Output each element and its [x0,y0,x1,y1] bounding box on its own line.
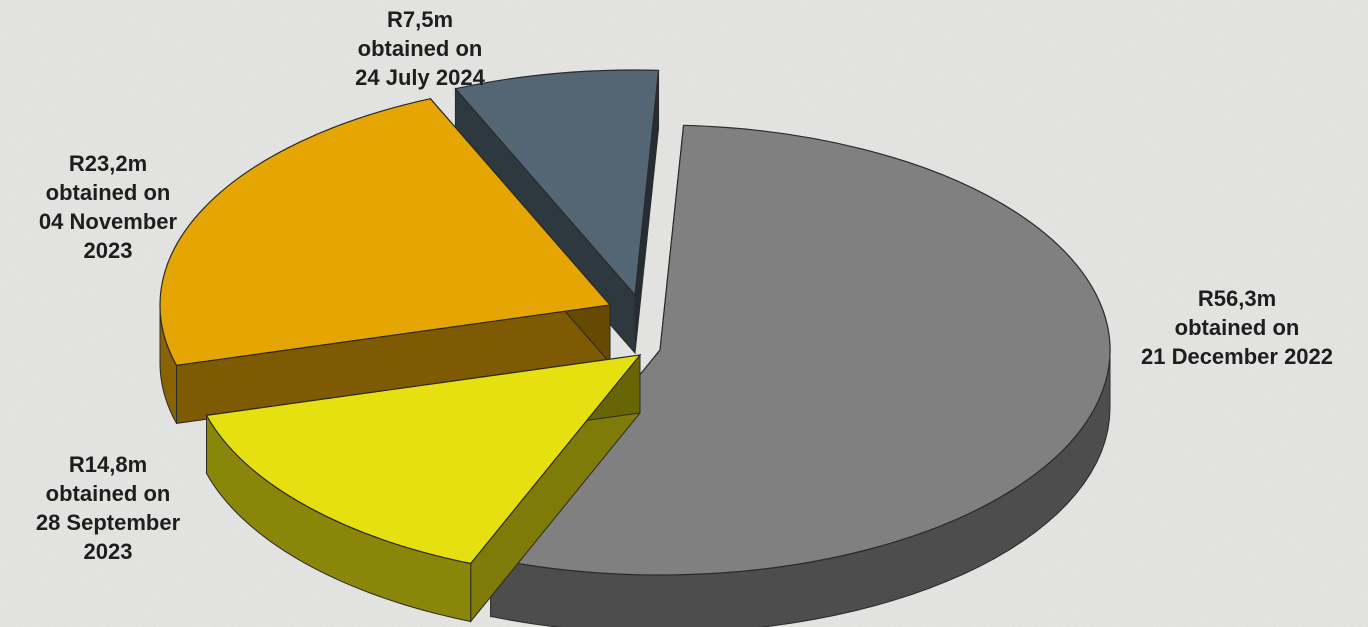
label-r7-5m: R7,5m obtained on 24 July 2024 [355,7,485,90]
label-r14-8m: R14,8m obtained on 28 September 2023 [35,452,181,564]
label-r56-3m: R56,3m obtained on 21 December 2022 [1140,286,1334,369]
slice-1 [205,353,642,623]
label-r23-2m: R23,2m obtained on 04 November 2023 [38,151,178,263]
slice-2 [159,97,612,424]
